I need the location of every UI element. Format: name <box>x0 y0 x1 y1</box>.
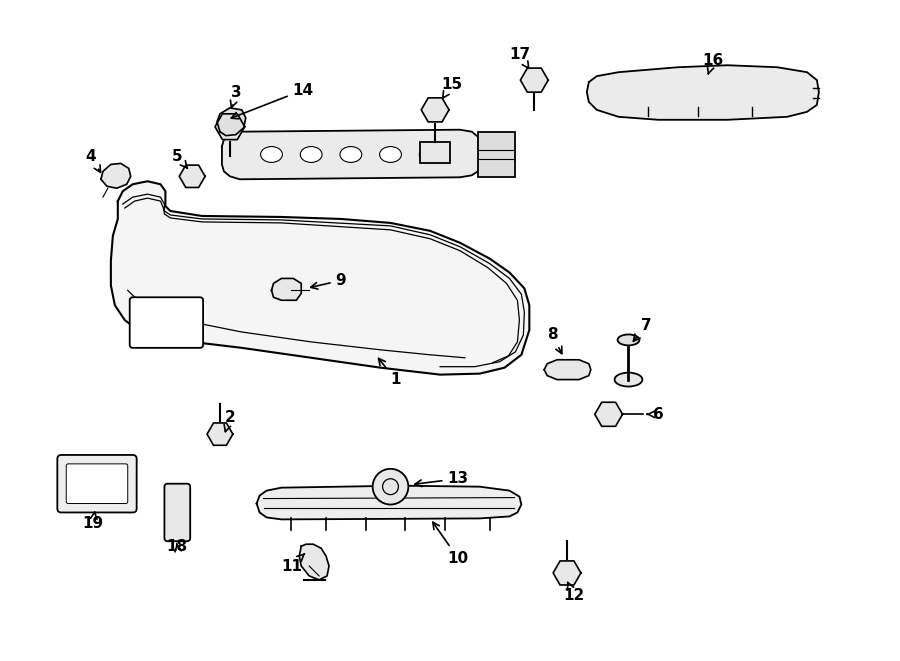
Text: 16: 16 <box>702 53 724 74</box>
Text: 13: 13 <box>415 471 469 486</box>
Ellipse shape <box>301 147 322 163</box>
Text: 12: 12 <box>563 582 585 603</box>
Polygon shape <box>101 163 130 188</box>
Bar <box>420 141 450 163</box>
Polygon shape <box>179 165 205 188</box>
Text: 9: 9 <box>310 273 346 289</box>
Polygon shape <box>222 130 480 179</box>
Polygon shape <box>217 108 246 136</box>
Polygon shape <box>544 360 590 379</box>
Polygon shape <box>272 278 302 300</box>
Text: 15: 15 <box>441 77 463 98</box>
Text: 5: 5 <box>172 149 187 169</box>
FancyBboxPatch shape <box>165 484 190 541</box>
Text: 19: 19 <box>83 512 104 531</box>
Polygon shape <box>256 486 521 520</box>
FancyBboxPatch shape <box>130 297 203 348</box>
Ellipse shape <box>615 373 643 387</box>
Circle shape <box>373 469 409 504</box>
Ellipse shape <box>419 147 441 163</box>
Polygon shape <box>554 561 580 585</box>
Polygon shape <box>421 98 449 122</box>
Text: 2: 2 <box>224 410 235 432</box>
Polygon shape <box>587 65 819 120</box>
Text: 10: 10 <box>433 522 469 566</box>
Text: 11: 11 <box>281 554 304 574</box>
FancyBboxPatch shape <box>58 455 137 512</box>
Text: 8: 8 <box>547 327 562 354</box>
Text: 7: 7 <box>634 317 652 341</box>
Ellipse shape <box>617 334 639 346</box>
Text: 14: 14 <box>231 83 314 119</box>
Polygon shape <box>215 114 245 139</box>
Bar <box>478 132 516 177</box>
Polygon shape <box>111 181 529 375</box>
Text: 3: 3 <box>230 85 242 108</box>
Text: 17: 17 <box>508 47 530 68</box>
Text: 1: 1 <box>379 358 400 387</box>
Text: 6: 6 <box>647 407 663 422</box>
Polygon shape <box>300 544 329 580</box>
Ellipse shape <box>261 147 283 163</box>
Polygon shape <box>520 68 548 92</box>
FancyBboxPatch shape <box>67 464 128 504</box>
Ellipse shape <box>340 147 362 163</box>
Text: 18: 18 <box>166 539 188 554</box>
Ellipse shape <box>380 147 401 163</box>
Polygon shape <box>207 423 233 446</box>
Text: 4: 4 <box>86 149 101 173</box>
Polygon shape <box>595 403 623 426</box>
